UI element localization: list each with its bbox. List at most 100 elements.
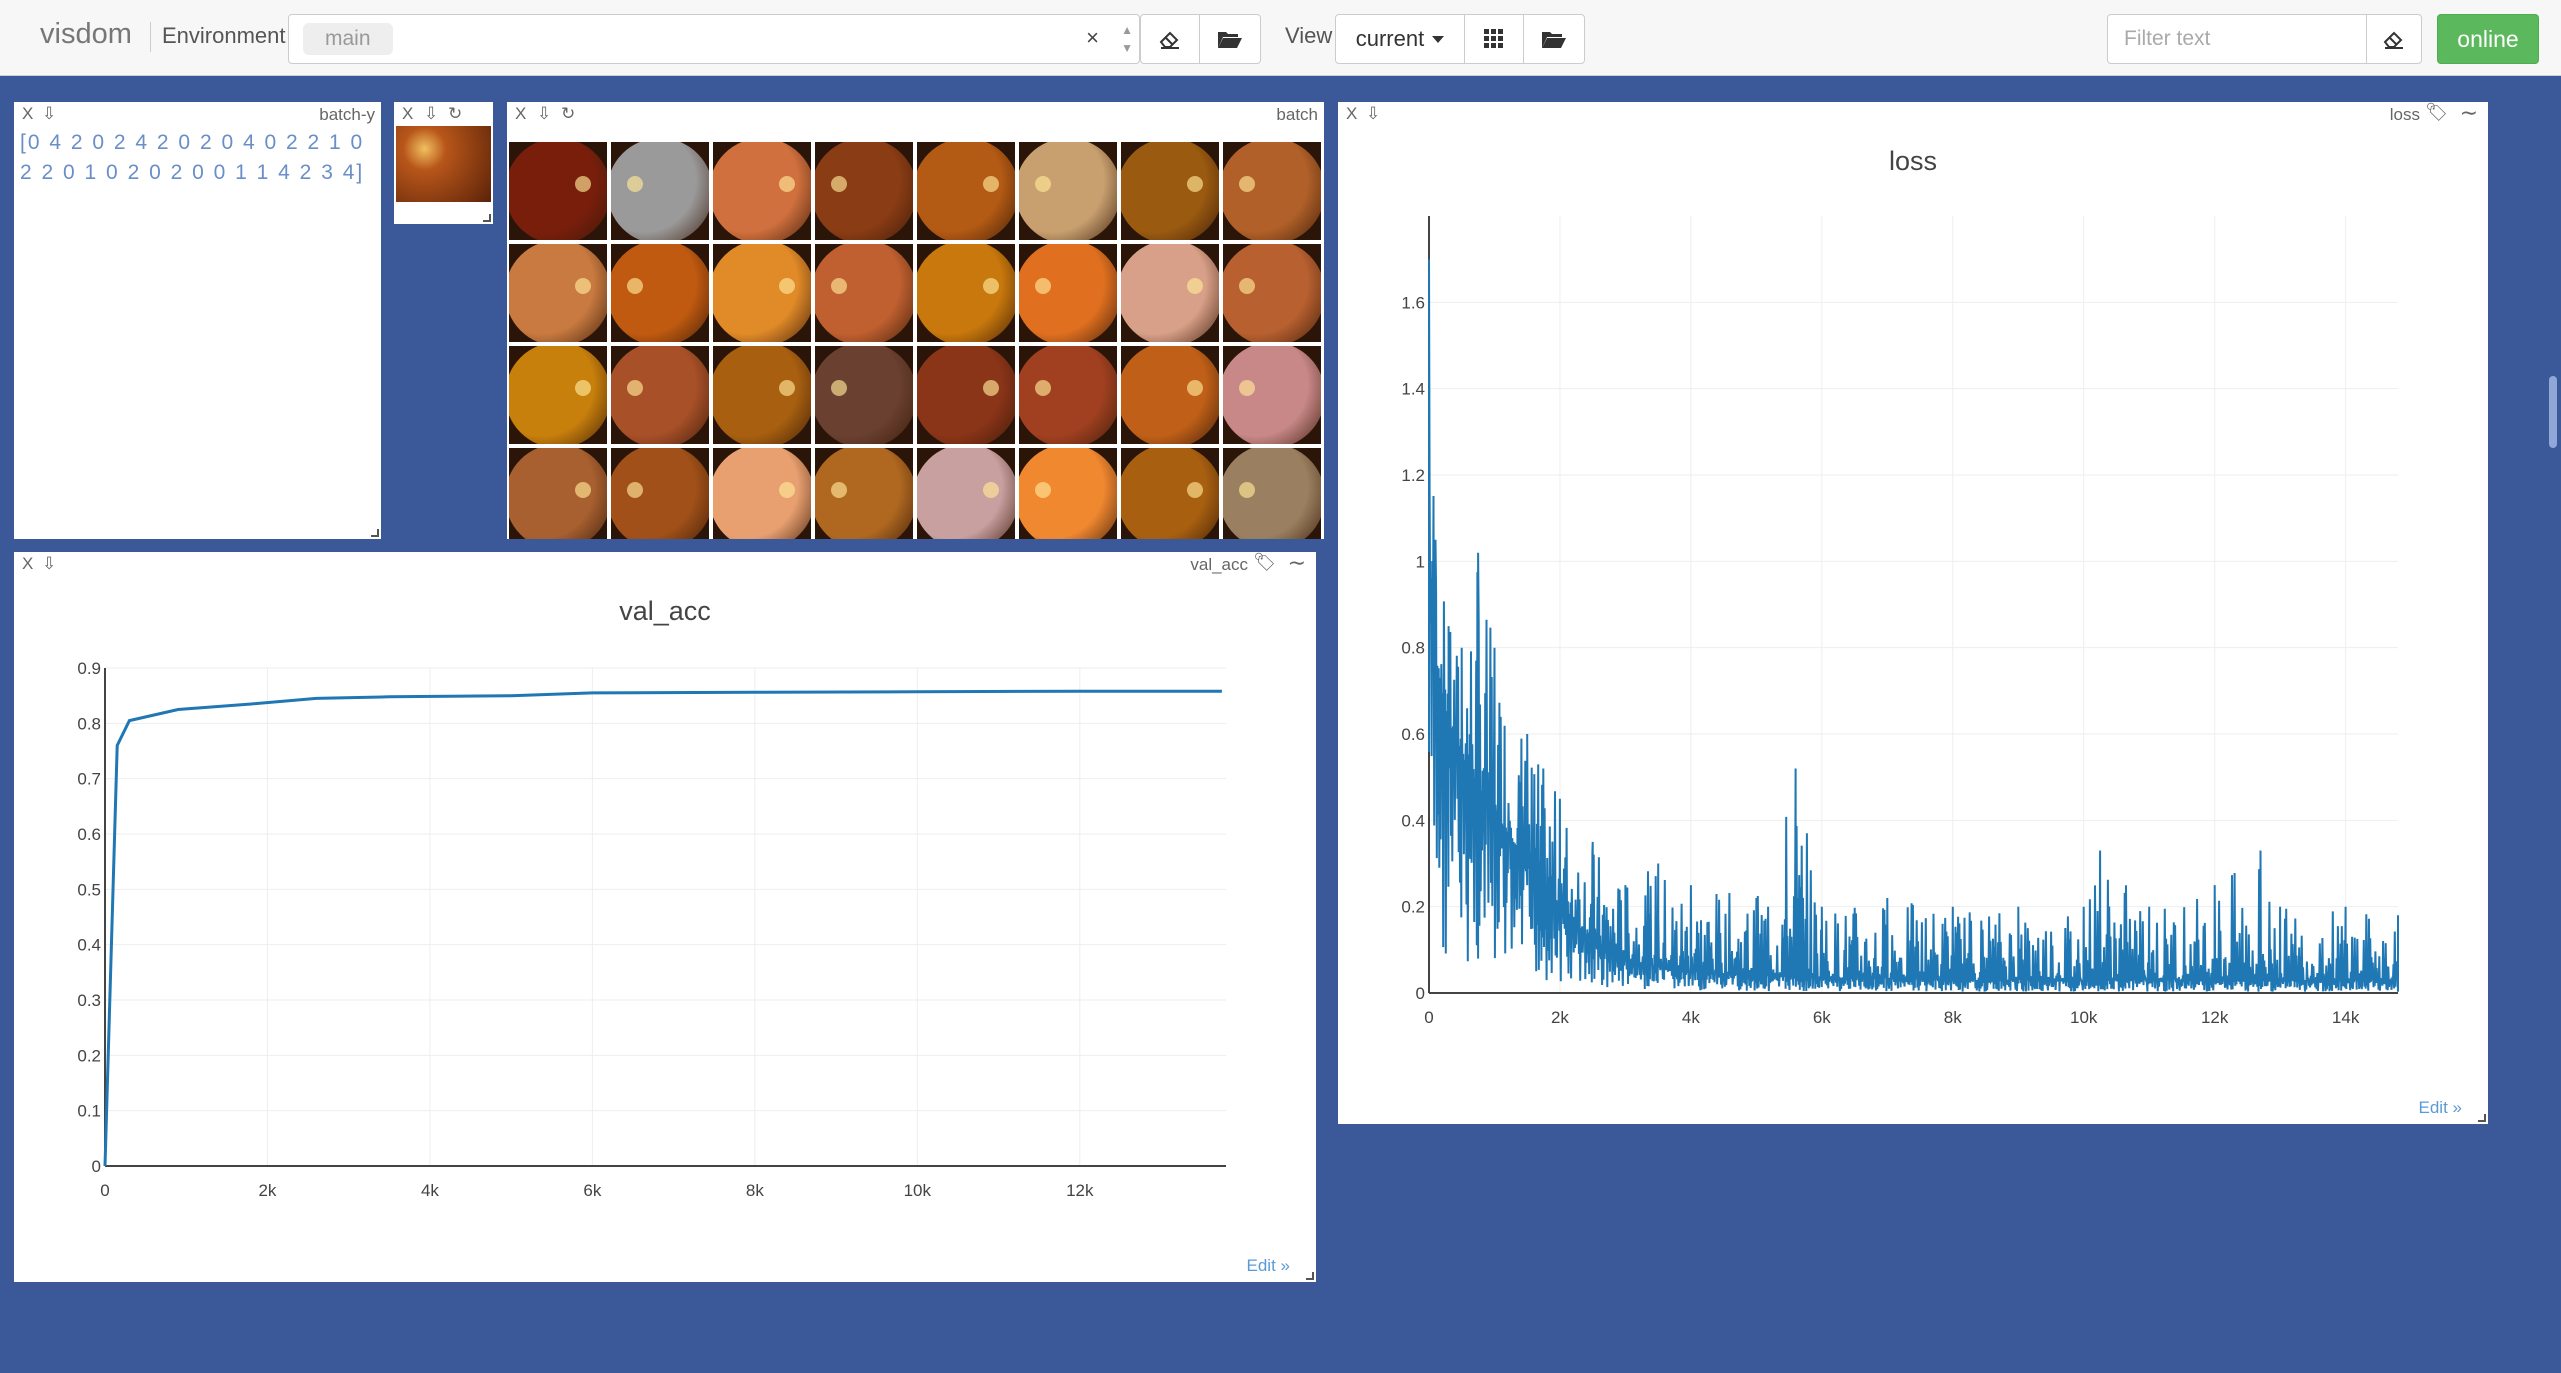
smooth-icon[interactable]: ∼	[2459, 100, 2478, 125]
val-acc-line	[103, 689, 1222, 1167]
y-tick-label: 0.2	[77, 1046, 101, 1065]
fundus-disc	[713, 244, 811, 342]
view-select-value: current	[1355, 26, 1425, 51]
loss-chart[interactable]: 0 2k 4k 6k 8k 10k 12k 14k 0 0.2 0.4 0.6 0.8 1 1.2 1.4 1.…	[1338, 102, 2488, 1124]
download-icon[interactable]: ⇩	[42, 554, 57, 573]
y-tick-label: 0.3	[77, 991, 101, 1010]
folder-open-icon	[1542, 32, 1566, 48]
chart-title: loss	[1888, 146, 1937, 176]
resize-handle[interactable]	[2478, 1114, 2486, 1122]
optic-disc	[779, 482, 795, 498]
fundus-thumbnail	[917, 244, 1015, 342]
resize-handle[interactable]	[1306, 1272, 1314, 1280]
environment-select[interactable]: main × ▲ ▼	[288, 14, 1140, 64]
view-select[interactable]: current	[1335, 14, 1465, 64]
fundus-disc	[1121, 346, 1219, 444]
filter-input[interactable]	[2107, 14, 2367, 64]
download-icon[interactable]: ⇩	[1366, 104, 1381, 123]
close-button[interactable]: X	[22, 104, 34, 123]
clear-filter-button[interactable]	[2366, 14, 2422, 64]
edit-link[interactable]: Edit »	[1246, 1256, 1290, 1275]
x-tick-label: 0	[100, 1181, 109, 1200]
image-grid	[509, 142, 1322, 539]
x-tick-label: 0	[1424, 1008, 1433, 1027]
fundus-thumbnail	[713, 244, 811, 342]
pane-val-acc[interactable]: X ⇩ val_acc 🏷 ∼ val_acc 0 2k 4k 6k 8k 10k 12k 0…	[14, 550, 1316, 1282]
connection-status-button[interactable]: online	[2437, 14, 2539, 64]
fundus-thumbnail	[815, 142, 913, 240]
close-button[interactable]: X	[1346, 104, 1358, 123]
tag-icon[interactable]: 🏷	[2425, 102, 2448, 122]
optic-disc	[983, 380, 999, 396]
reset-icon[interactable]: ↻	[561, 104, 576, 123]
resize-handle[interactable]	[371, 529, 379, 537]
optic-disc	[1187, 482, 1203, 498]
close-button[interactable]: X	[22, 554, 34, 573]
x-tick-label: 14k	[2332, 1008, 2360, 1027]
optic-disc	[1187, 278, 1203, 294]
download-icon[interactable]: ⇩	[42, 104, 57, 123]
close-button[interactable]: X	[515, 104, 527, 123]
optic-disc	[575, 278, 591, 294]
pane-single-image[interactable]: X ⇩ ↻	[394, 102, 493, 224]
y-tick-label: 0.1	[77, 1102, 101, 1121]
fundus-thumbnail	[611, 448, 709, 539]
optic-disc	[575, 482, 591, 498]
pane-toolbar: X ⇩	[14, 552, 1316, 576]
pane-toolbar: X ⇩ ↻	[507, 102, 1324, 126]
fundus-thumbnail	[1223, 448, 1321, 539]
download-icon[interactable]: ⇩	[424, 104, 439, 123]
clear-icon[interactable]: ×	[1086, 25, 1099, 50]
fundus-thumbnail	[1121, 346, 1219, 444]
fundus-thumbnail	[917, 142, 1015, 240]
pane-batch-images[interactable]: X ⇩ ↻ batch	[507, 102, 1324, 539]
manage-env-button[interactable]	[1199, 14, 1261, 64]
close-button[interactable]: X	[402, 104, 414, 123]
download-icon[interactable]: ⇩	[537, 104, 552, 123]
fundus-thumbnail	[815, 346, 913, 444]
manage-views-button[interactable]	[1523, 14, 1585, 64]
environment-tag-main[interactable]: main	[303, 23, 393, 55]
optic-disc	[1187, 176, 1203, 192]
fundus-disc	[1019, 448, 1117, 539]
fundus-disc	[1223, 448, 1321, 539]
fundus-disc	[611, 346, 709, 444]
y-tick-label: 0.6	[77, 825, 101, 844]
fundus-disc	[713, 346, 811, 444]
fundus-thumbnail	[509, 244, 607, 342]
pane-loss[interactable]: X ⇩ loss 🏷 ∼ loss 0 2k 4k 6k 8k 10k 12k 14k 0 0.2…	[1338, 100, 2488, 1124]
repack-button[interactable]	[1464, 14, 1524, 64]
resize-handle[interactable]	[483, 214, 491, 222]
y-tick-label: 0	[1416, 984, 1425, 1003]
fundus-disc	[1121, 244, 1219, 342]
val-acc-chart[interactable]: 0 2k 4k 6k 8k 10k 12k 0 0.1 0.2 0.3 0.4 0.5 0.6 0.7 0.8…	[14, 552, 1316, 1282]
pane-title: val_acc	[1190, 555, 1248, 574]
y-tick-label: 1.6	[1401, 293, 1425, 312]
smooth-icon[interactable]: ∼	[1287, 550, 1306, 575]
x-tick-label: 6k	[583, 1181, 601, 1200]
reset-icon[interactable]: ↻	[448, 104, 463, 123]
fundus-thumbnail	[1223, 142, 1321, 240]
fundus-thumbnail	[1223, 244, 1321, 342]
stepper-icon[interactable]: ▲ ▼	[1121, 23, 1133, 55]
x-tick-label: 10k	[2070, 1008, 2098, 1027]
pane-batch-y[interactable]: X ⇩ batch-y [0 4 2 0 2 4 2 0 2 0 4 0 2 2…	[14, 102, 381, 539]
fundus-disc	[611, 244, 709, 342]
fundus-disc	[1121, 142, 1219, 240]
fundus-disc	[509, 142, 607, 240]
fundus-thumbnail	[1019, 244, 1117, 342]
brand-logo[interactable]: visdom	[40, 18, 132, 50]
optic-disc	[983, 482, 999, 498]
optic-disc	[831, 380, 847, 396]
grid-icon	[1484, 29, 1503, 48]
clear-env-button[interactable]	[1140, 14, 1200, 64]
tag-icon[interactable]: 🏷	[1253, 552, 1276, 572]
optic-disc	[1035, 176, 1051, 192]
optic-disc	[1239, 278, 1255, 294]
scrollbar-thumb[interactable]	[2549, 376, 2557, 448]
fundus-disc	[815, 448, 913, 539]
y-tick-label: 0	[92, 1157, 101, 1176]
pane-toolbar: X ⇩ ↻	[394, 102, 493, 126]
edit-link[interactable]: Edit »	[2418, 1098, 2462, 1117]
fundus-disc	[917, 244, 1015, 342]
